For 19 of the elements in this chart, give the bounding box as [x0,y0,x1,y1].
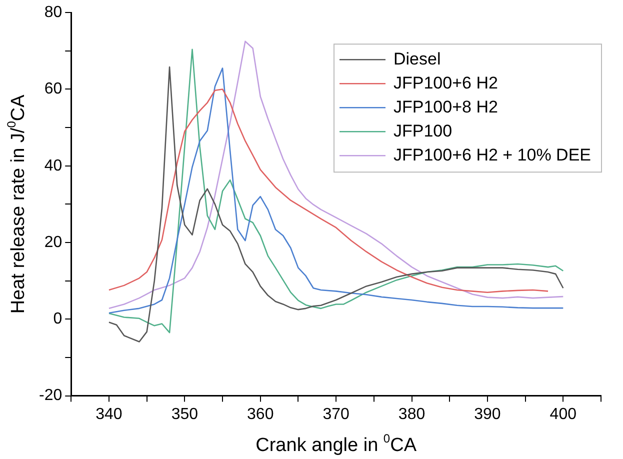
x-tick-label: 380 [398,406,426,423]
x-tick-label: 370 [322,406,350,423]
legend-label: JFP100+6 H2 [394,73,498,92]
y-tick-label: 60 [44,80,62,98]
legend-label: JFP100 [394,121,452,140]
x-tick-label: 360 [247,406,274,423]
x-tick-label: 340 [96,406,122,423]
y-tick-label: 20 [44,234,62,251]
y-tick-label: -20 [39,387,62,404]
y-tick-label: 0 [53,310,62,328]
y-axis-title: Heat release rate in J/0CA [4,94,29,314]
x-tick-label: 400 [550,406,577,423]
legend-label: JFP100+8 H2 [394,97,498,116]
x-tick-label: 390 [474,406,501,423]
legend-label: JFP100+6 H2 + 10% DEE [394,145,592,164]
legend-label: Diesel [394,49,441,68]
y-tick-label: 40 [44,157,62,174]
x-tick-label: 350 [171,406,198,423]
y-tick-label: 80 [44,4,62,22]
